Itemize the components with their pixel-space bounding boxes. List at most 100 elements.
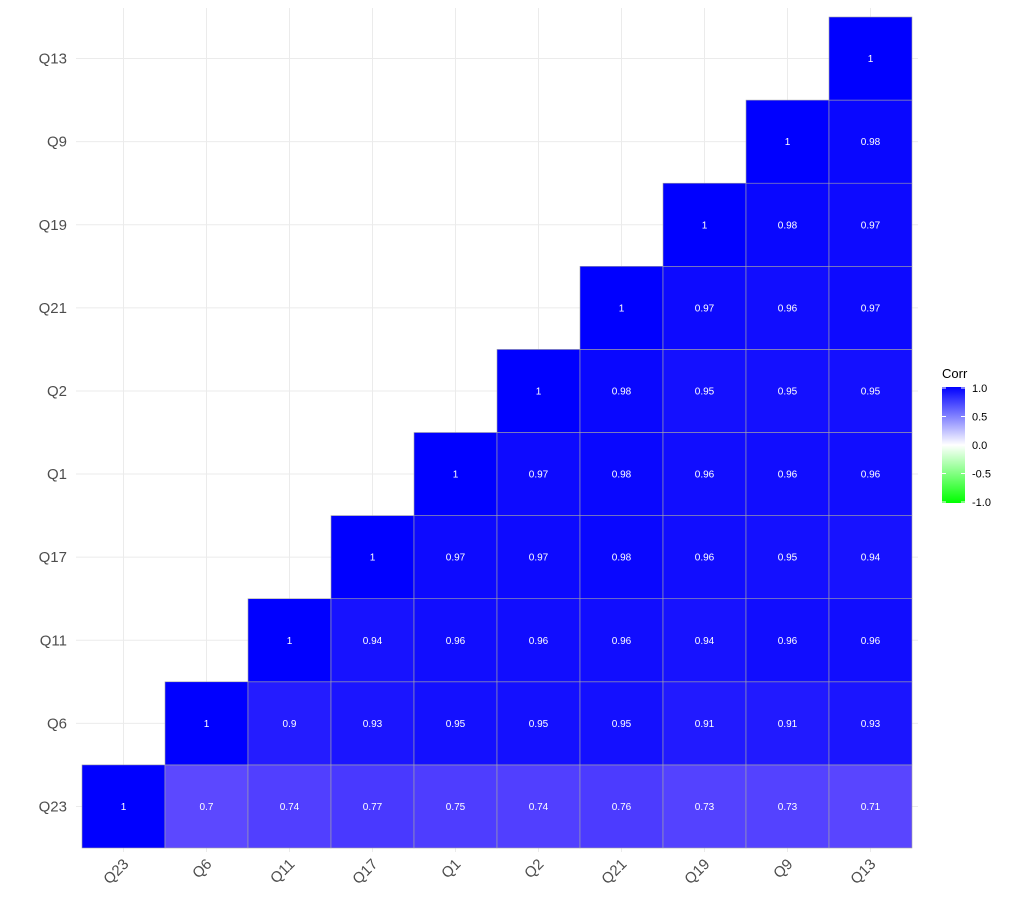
cell-value-label: 0.98 xyxy=(612,470,632,481)
heatmap-cell xyxy=(828,99,913,184)
heatmap-cell xyxy=(579,432,664,516)
heatmap-cell xyxy=(413,515,498,599)
cell-value-label: 0.74 xyxy=(280,802,300,813)
cell-value-label: 0.96 xyxy=(778,303,798,314)
heatmap-cell xyxy=(828,349,913,433)
heatmap-cell xyxy=(330,598,415,683)
x-tick-label: Q11 xyxy=(267,856,298,887)
cell-value-label: 0.96 xyxy=(778,636,798,647)
heatmap-cell xyxy=(662,265,747,350)
y-tick-label: Q21 xyxy=(39,300,67,317)
cell-value-label: 0.98 xyxy=(861,137,881,148)
heatmap-cell xyxy=(828,432,913,516)
cell-value-label: 0.97 xyxy=(529,470,549,481)
heatmap-cell xyxy=(496,432,581,516)
cell-value-label: 0.98 xyxy=(778,220,798,231)
y-tick-label: Q23 xyxy=(39,798,67,815)
heatmap-cell xyxy=(828,764,913,849)
y-tick-label: Q9 xyxy=(47,134,67,151)
cell-value-label: 0.96 xyxy=(529,636,549,647)
cell-value-label: 0.97 xyxy=(695,303,715,314)
y-tick-label: Q19 xyxy=(39,217,67,234)
legend-tick-label: -0.5 xyxy=(972,469,991,481)
cell-value-label: 0.96 xyxy=(861,470,881,481)
cell-value-label: 1 xyxy=(702,220,708,231)
heatmap-cell xyxy=(81,764,166,849)
x-tick-label: Q21 xyxy=(598,856,630,888)
heatmap-cell xyxy=(330,681,415,766)
heatmap-cell xyxy=(413,764,498,849)
legend-tick-label: 0.5 xyxy=(972,412,987,424)
cell-value-label: 0.95 xyxy=(529,719,549,730)
heatmap-cell xyxy=(745,99,830,184)
heatmap-cell xyxy=(247,598,332,683)
y-tick-label: Q2 xyxy=(47,383,67,400)
legend-tick-label: 0.0 xyxy=(972,440,987,452)
cell-value-label: 0.94 xyxy=(363,636,383,647)
cell-value-label: 0.91 xyxy=(778,719,798,730)
cell-value-label: 0.74 xyxy=(529,802,549,813)
cell-value-label: 0.96 xyxy=(695,553,715,564)
cell-value-label: 0.96 xyxy=(695,470,715,481)
cell-value-label: 0.98 xyxy=(612,553,632,564)
cell-value-label: 0.96 xyxy=(446,636,466,647)
legend-colorbar xyxy=(942,387,965,503)
cell-value-label: 0.94 xyxy=(695,636,715,647)
heatmap-cell xyxy=(745,515,830,599)
heatmap-cell xyxy=(330,515,415,599)
cell-value-label: 0.93 xyxy=(861,719,881,730)
cell-value-label: 0.7 xyxy=(200,802,214,813)
cell-value-label: 1 xyxy=(868,54,874,65)
x-tick-label: Q6 xyxy=(189,856,215,882)
cell-value-label: 1 xyxy=(453,470,459,481)
heatmap-cell xyxy=(579,598,664,683)
x-tick-label: Q19 xyxy=(681,856,713,888)
y-tick-label: Q17 xyxy=(39,549,67,566)
heatmap-cell xyxy=(662,764,747,849)
legend-title: Corr xyxy=(942,366,968,381)
cell-value-label: 0.97 xyxy=(446,553,466,564)
legend-tick-label: 1.0 xyxy=(972,383,987,395)
cell-value-label: 0.77 xyxy=(363,802,383,813)
legend-tick-label: -1.0 xyxy=(972,497,991,509)
heatmap-cell xyxy=(496,349,581,433)
cell-value-label: 0.98 xyxy=(612,386,632,397)
y-tick-label: Q1 xyxy=(47,466,67,483)
cell-value-label: 0.97 xyxy=(529,553,549,564)
cell-value-label: 1 xyxy=(204,719,210,730)
heatmap-cell xyxy=(828,598,913,683)
cell-value-label: 0.73 xyxy=(778,802,798,813)
x-tick-label: Q2 xyxy=(521,856,547,882)
heatmap-cell xyxy=(496,681,581,766)
x-tick-label: Q9 xyxy=(770,856,796,882)
y-axis-tick-labels: Q23 Q6 Q11 Q17 Q1 Q2 Q21 Q19 Q9 Q13 xyxy=(39,51,67,816)
cell-value-label: 0.9 xyxy=(283,719,297,730)
heatmap-cell xyxy=(579,265,664,350)
cell-value-label: 1 xyxy=(536,386,542,397)
heatmap-cell xyxy=(579,515,664,599)
cell-value-label: 0.95 xyxy=(695,386,715,397)
heatmap-cell xyxy=(662,182,747,267)
x-tick-label: Q13 xyxy=(847,856,879,888)
x-tick-label: Q1 xyxy=(438,856,464,882)
heatmap-cell xyxy=(828,16,913,101)
x-tick-label: Q17 xyxy=(349,856,381,888)
cell-value-label: 0.95 xyxy=(778,553,798,564)
heatmap-cell xyxy=(662,515,747,599)
heatmap-cell xyxy=(745,182,830,267)
heatmap-cell xyxy=(745,764,830,849)
heatmap-cell xyxy=(413,598,498,683)
cell-value-label: 0.76 xyxy=(612,802,632,813)
heatmap-cells: 1 0.7 0.74 0.77 0.75 0.74 0.76 0.73 0.73 0.71 1 0.9… xyxy=(81,16,913,849)
cell-value-label: 0.95 xyxy=(612,719,632,730)
color-legend: Corr 1.0 0.5 0.0 -0.5 -1.0 xyxy=(942,366,991,509)
cell-value-label: 0.93 xyxy=(363,719,383,730)
cell-value-label: 0.71 xyxy=(861,802,881,813)
cell-value-label: 0.97 xyxy=(861,303,881,314)
heatmap-cell xyxy=(496,515,581,599)
heatmap-cell xyxy=(828,182,913,267)
heatmap-cell xyxy=(496,598,581,683)
cell-value-label: 0.75 xyxy=(446,802,466,813)
cell-value-label: 0.96 xyxy=(778,470,798,481)
